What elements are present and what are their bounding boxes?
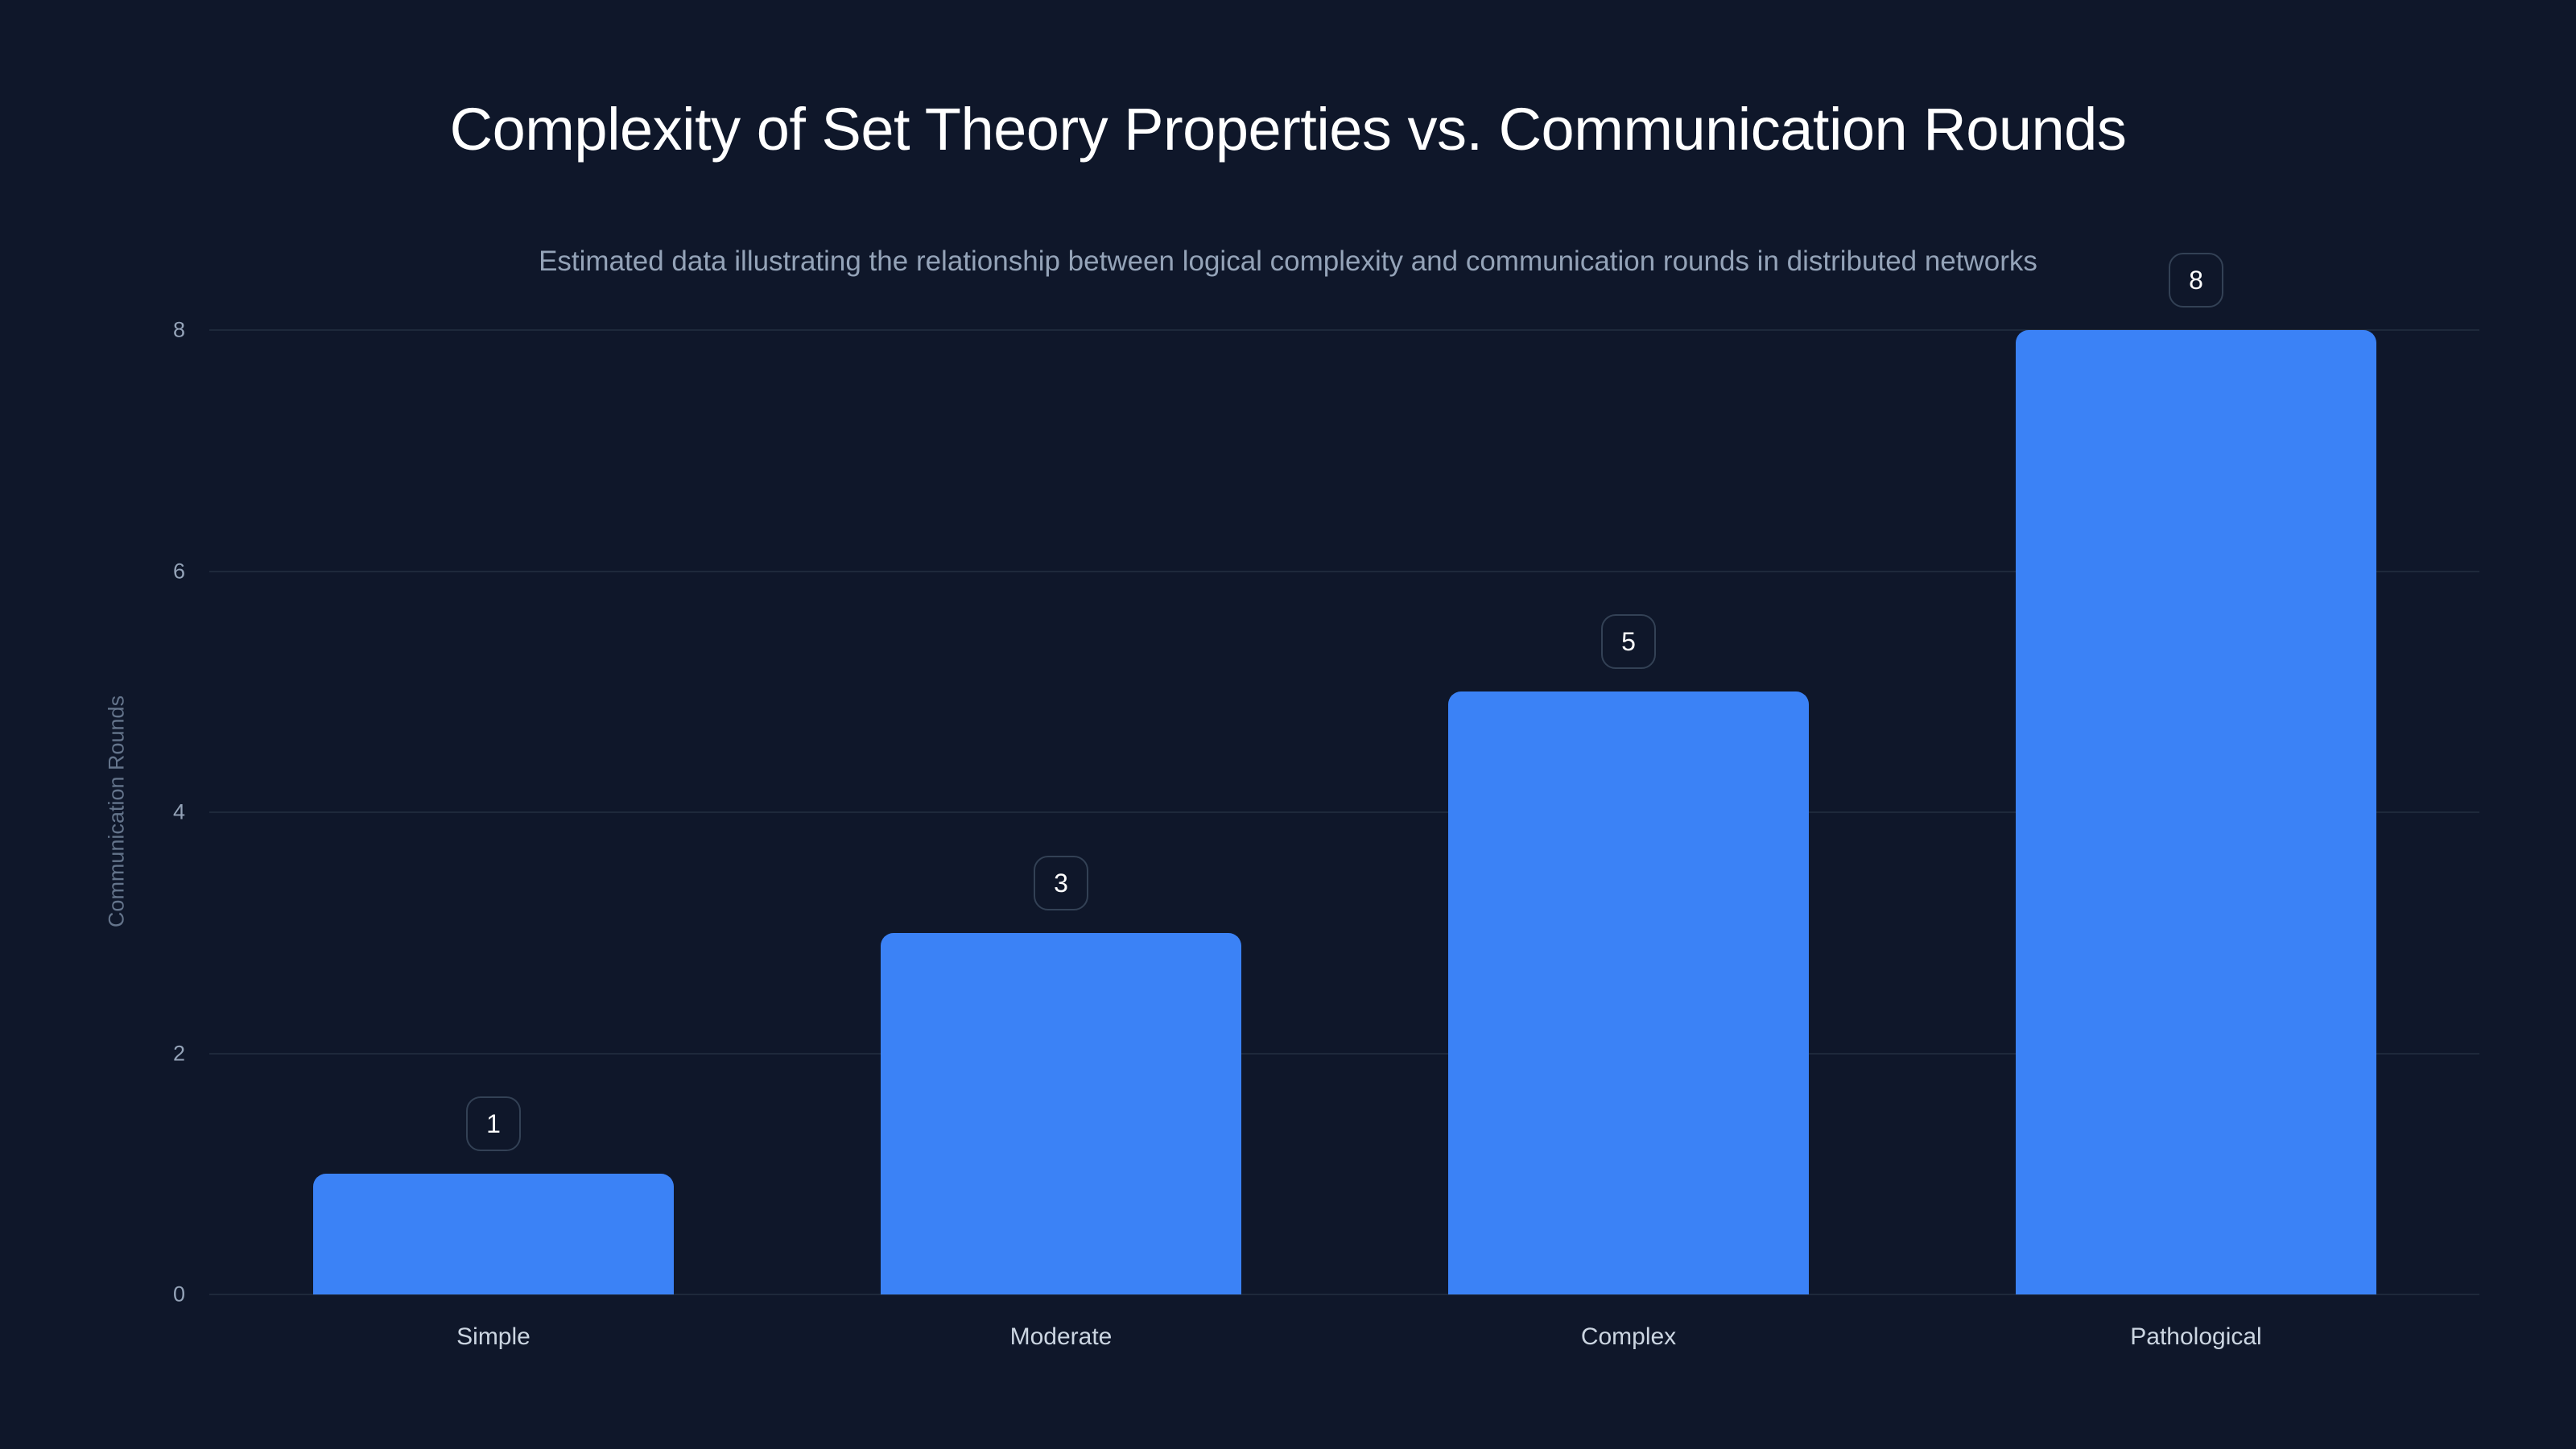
- bar-simple[interactable]: [313, 1174, 674, 1294]
- bar-pathological[interactable]: [2016, 330, 2376, 1294]
- value-label: 1: [466, 1096, 521, 1152]
- chart-subtitle: Estimated data illustrating the relation…: [539, 246, 2037, 277]
- x-tick-label: Complex: [1580, 1323, 1677, 1350]
- value-label: 3: [1034, 855, 1088, 910]
- x-tick-label: Simple: [456, 1323, 530, 1350]
- y-tick-label: 6: [172, 559, 185, 583]
- x-tick-label: Pathological: [2130, 1323, 2262, 1350]
- value-label: 5: [1601, 614, 1656, 670]
- chart-title: Complexity of Set Theory Properties vs. …: [449, 96, 2127, 163]
- gridline: [209, 570, 2479, 572]
- plot-area: 1 3 5 8: [209, 0, 2479, 1449]
- y-tick-label: 4: [172, 799, 185, 824]
- gridline: [209, 811, 2479, 813]
- y-axis-label: Communication Rounds: [104, 695, 129, 928]
- gridline: [209, 1294, 2479, 1295]
- y-tick-label: 2: [172, 1041, 185, 1065]
- bar-complex[interactable]: [1448, 691, 1809, 1294]
- gridline: [209, 1052, 2479, 1055]
- value-label: 8: [2169, 253, 2223, 308]
- x-tick-label: Moderate: [1009, 1323, 1113, 1350]
- gridline: [209, 329, 2479, 331]
- bar-moderate[interactable]: [881, 932, 1241, 1294]
- y-tick-label: 8: [172, 317, 185, 342]
- y-tick-label: 0: [172, 1282, 185, 1307]
